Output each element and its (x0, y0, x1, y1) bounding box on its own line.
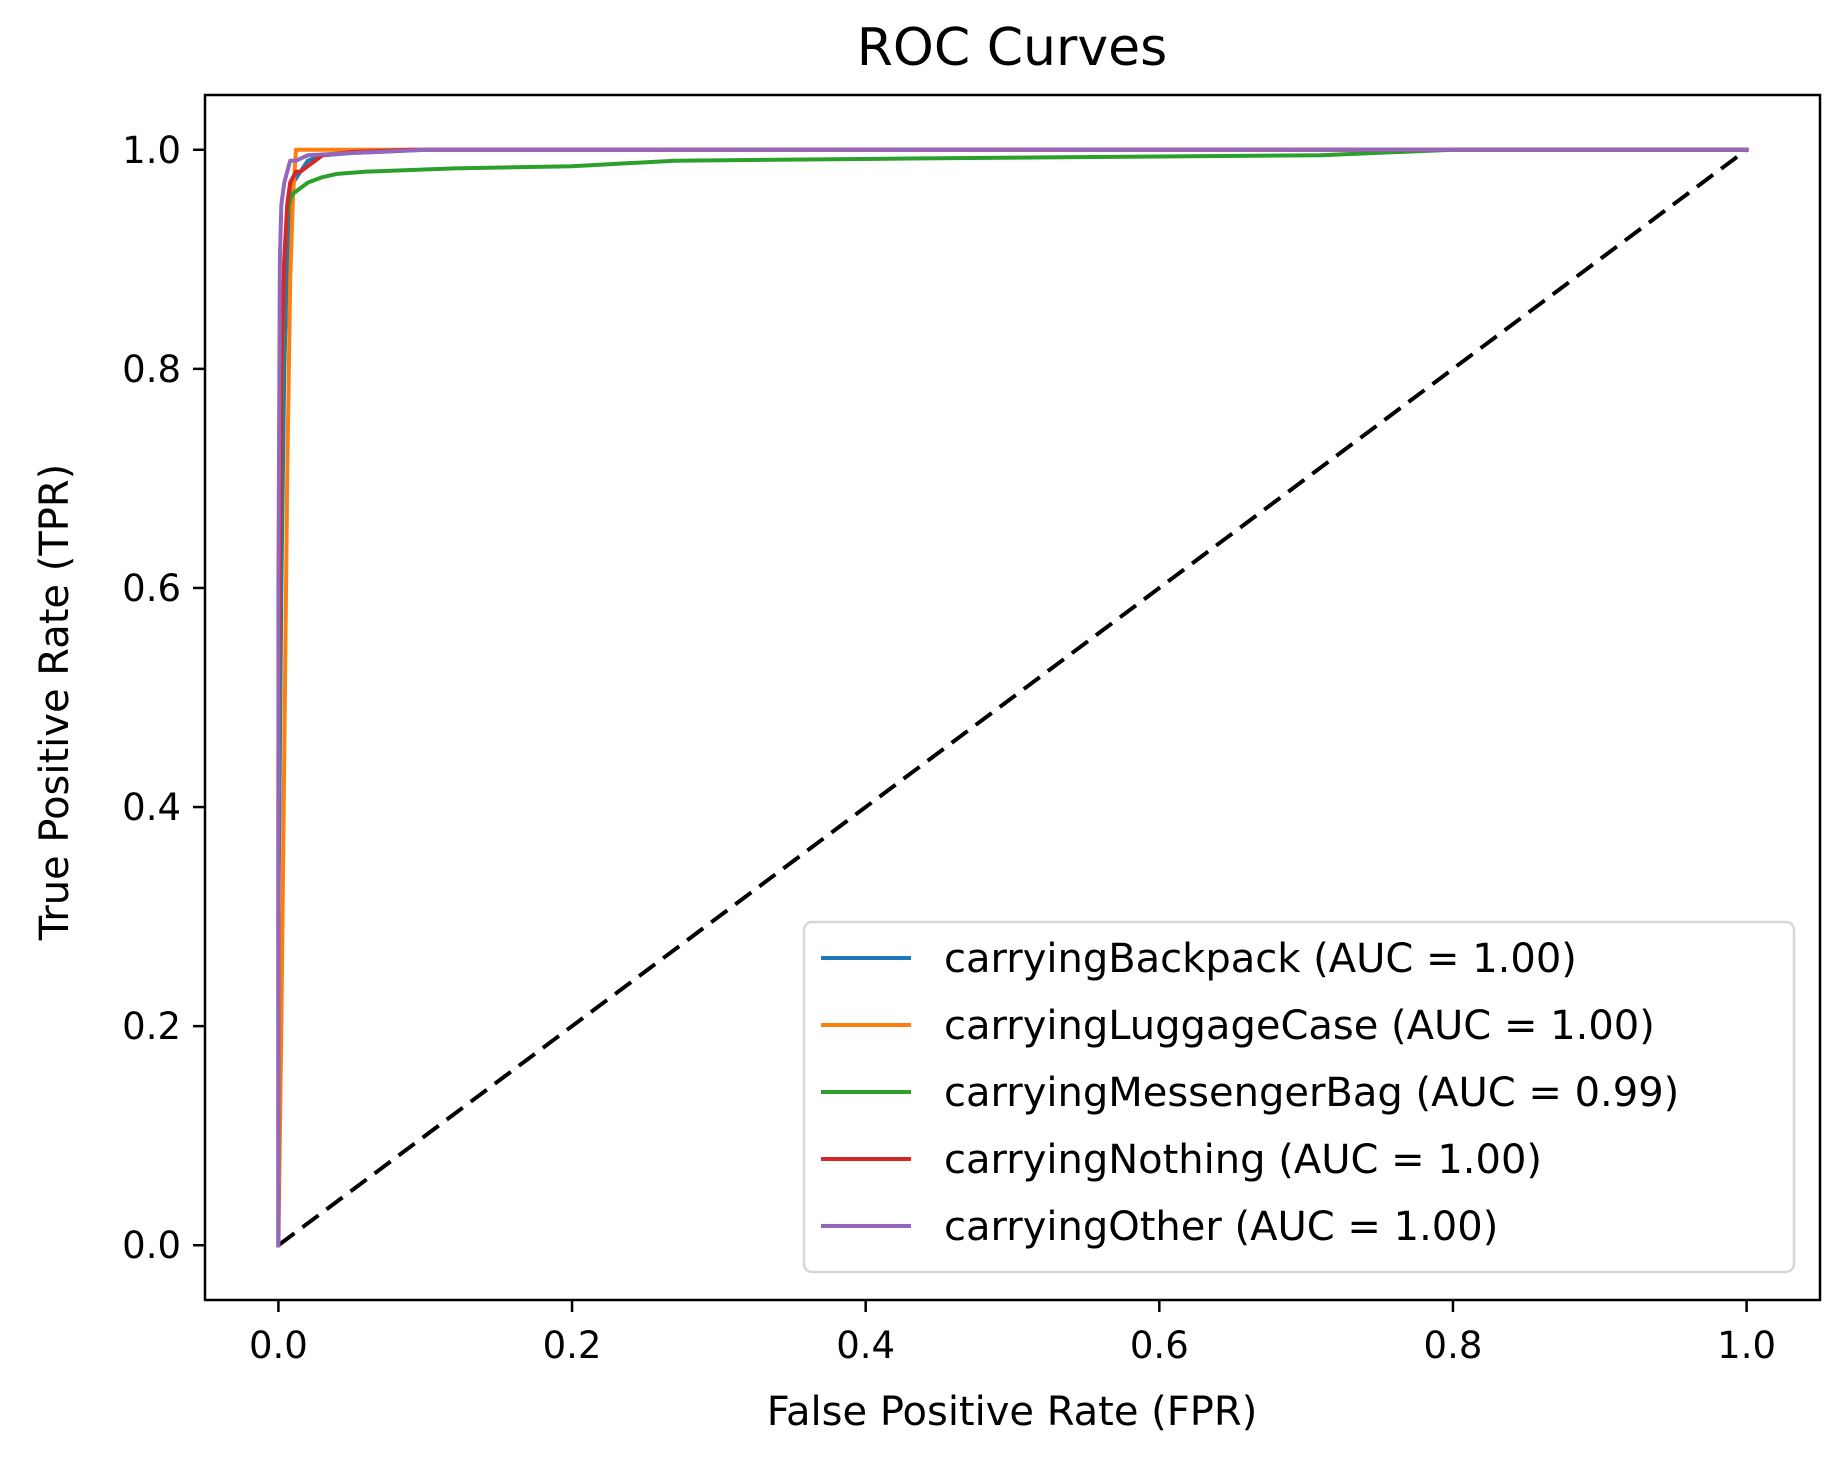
x-tick-label: 0.0 (249, 1324, 308, 1367)
legend-label: carryingLuggageCase (AUC = 1.00) (944, 1003, 1655, 1049)
chart-title: ROC Curves (857, 18, 1167, 78)
chart-legend: carryingBackpack (AUC = 1.00) carryingLug… (802, 920, 1796, 1274)
x-tick-label: 0.4 (836, 1324, 895, 1367)
y-tick-label: 0.4 (122, 786, 181, 829)
y-tick-label: 0.8 (122, 348, 181, 391)
y-tick-label: 0.2 (122, 1005, 181, 1048)
legend-label: carryingNothing (AUC = 1.00) (944, 1137, 1542, 1183)
x-axis-label: False Positive Rate (FPR) (767, 1389, 1258, 1435)
y-tick-label: 0.0 (122, 1224, 181, 1267)
legend-label: carryingBackpack (AUC = 1.00) (944, 936, 1577, 982)
legend-label: carryingOther (AUC = 1.00) (944, 1204, 1498, 1250)
legend-box (802, 920, 1796, 1274)
legend-label: carryingMessengerBag (AUC = 0.99) (944, 1070, 1679, 1116)
y-axis-label: True Positive Rate (TPR) (32, 464, 78, 942)
reference-diagonal-line (277, 148, 1748, 1247)
x-tick-label: 0.2 (543, 1324, 602, 1367)
x-tick-label: 0.8 (1424, 1324, 1483, 1367)
y-tick-label: 0.6 (122, 567, 181, 610)
x-tick-label: 0.6 (1130, 1324, 1189, 1367)
roc-series-line-5 (276, 147, 1749, 1248)
x-tick-label: 1.0 (1717, 1324, 1776, 1367)
y-tick-label: 1.0 (122, 129, 181, 172)
